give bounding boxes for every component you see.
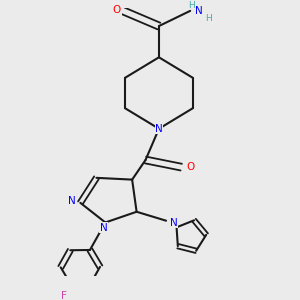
Text: N: N <box>155 124 163 134</box>
Text: O: O <box>113 5 121 15</box>
Text: N: N <box>100 223 107 233</box>
Text: H: H <box>189 1 195 10</box>
Text: F: F <box>61 291 67 300</box>
Text: N: N <box>170 218 178 228</box>
Text: H: H <box>205 14 212 22</box>
Text: O: O <box>186 162 194 172</box>
Text: N: N <box>195 6 203 16</box>
Text: N: N <box>68 196 75 206</box>
